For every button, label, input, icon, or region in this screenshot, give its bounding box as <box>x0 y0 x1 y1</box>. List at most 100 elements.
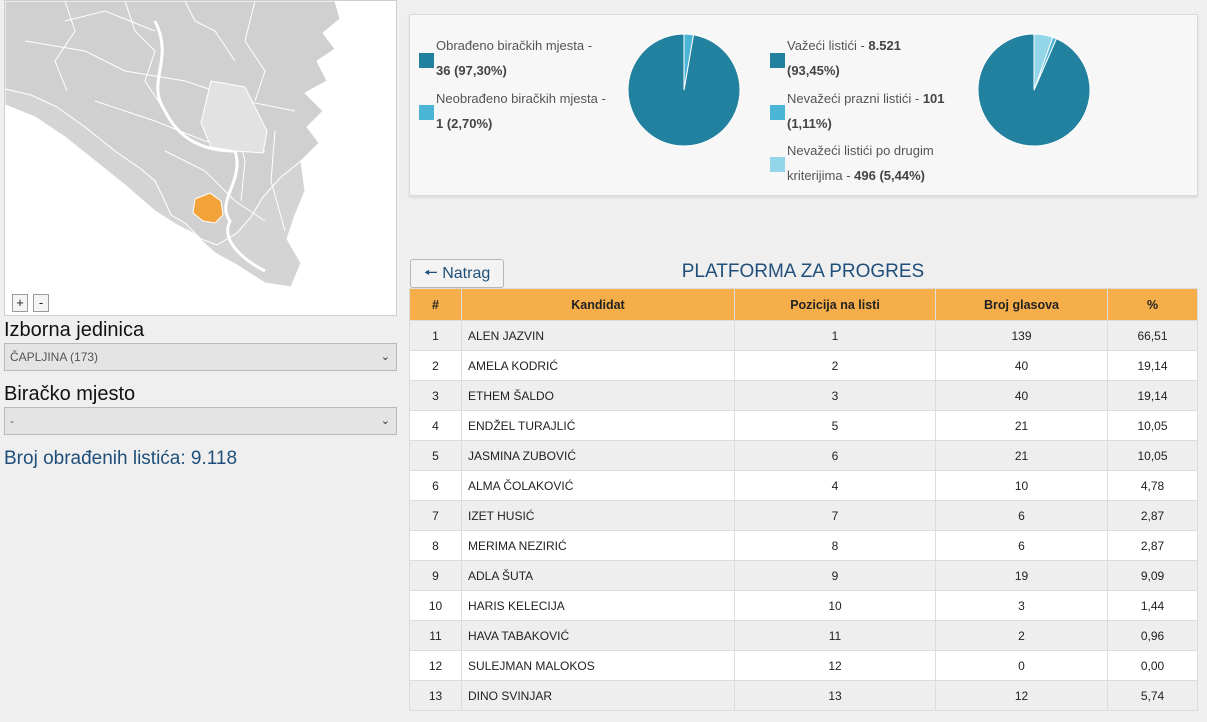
vote-count: 12 <box>935 680 1108 711</box>
table-header-row: # Kandidat Pozicija na listi Broj glasov… <box>409 288 1198 321</box>
legend-item-valid: Važeći listići - 8.521 (93,45%) <box>787 38 901 78</box>
stations-pie-slice-1[interactable] <box>683 33 695 91</box>
district-select[interactable]: ČAPLJINA (173) ⌄ <box>4 343 397 371</box>
legend-item-unprocessed: Neobrađeno biračkih mjesta - 1 (2,70%) <box>436 91 606 131</box>
map-panel[interactable]: + - <box>4 0 397 316</box>
vote-count: 0 <box>935 650 1108 681</box>
list-position: 3 <box>734 380 936 411</box>
row-number: 10 <box>409 590 462 621</box>
candidate-name: ENDŽEL TURAJLIĆ <box>461 410 735 441</box>
candidate-name: DINO SVINJAR <box>461 680 735 711</box>
candidate-name: ALMA ČOLAKOVIĆ <box>461 470 735 501</box>
station-label: Biračko mjesto <box>4 383 136 405</box>
chevron-down-icon: ⌄ <box>380 415 390 427</box>
municipality-map[interactable] <box>5 1 397 316</box>
map-highlight-region[interactable] <box>200 80 268 154</box>
processed-ballots-count: Broj obrađenih listića: 9.118 <box>4 448 238 469</box>
candidate-name: ALEN JAZVIN <box>461 320 735 351</box>
row-number: 8 <box>409 530 462 561</box>
column-header-candidate[interactable]: Kandidat <box>461 288 735 321</box>
vote-count: 40 <box>935 380 1108 411</box>
vote-count: 6 <box>935 500 1108 531</box>
results-table: # Kandidat Pozicija na listi Broj glasov… <box>409 288 1198 711</box>
arrow-left-icon: 🠔 <box>423 265 438 282</box>
results-table-body: 1 ALEN JAZVIN 1 139 66,51 2 AMELA KODRIĆ 2 40 19,… <box>409 320 1198 711</box>
list-position: 12 <box>734 650 936 681</box>
vote-count: 19 <box>935 560 1108 591</box>
table-row: 7 IZET HUSIĆ 7 6 2,87 <box>409 500 1198 531</box>
table-row: 2 AMELA KODRIĆ 2 40 19,14 <box>409 350 1198 381</box>
chevron-down-icon: ⌄ <box>380 351 390 363</box>
vote-percent: 10,05 <box>1107 410 1198 441</box>
row-number: 11 <box>409 620 462 651</box>
selected-municipality-capljina[interactable] <box>192 192 224 224</box>
legend-swatch-valid <box>770 53 785 68</box>
back-button-label: Natrag <box>442 265 491 282</box>
column-header-position[interactable]: Pozicija na listi <box>734 288 936 321</box>
candidate-name: HAVA TABAKOVIĆ <box>461 620 735 651</box>
vote-percent: 0,00 <box>1107 650 1198 681</box>
table-row: 11 HAVA TABAKOVIĆ 11 2 0,96 <box>409 620 1198 651</box>
list-position: 6 <box>734 440 936 471</box>
table-row: 1 ALEN JAZVIN 1 139 66,51 <box>409 320 1198 351</box>
vote-percent: 66,51 <box>1107 320 1198 351</box>
candidate-name: MERIMA NEZIRIĆ <box>461 530 735 561</box>
legend-swatch-invalid-other <box>770 157 785 172</box>
table-row: 13 DINO SVINJAR 13 12 5,74 <box>409 680 1198 711</box>
ballots-pie-chart <box>977 33 1091 147</box>
list-position: 5 <box>734 410 936 441</box>
table-row: 8 MERIMA NEZIRIĆ 8 6 2,87 <box>409 530 1198 561</box>
column-header-number[interactable]: # <box>409 288 462 321</box>
station-select[interactable]: - ⌄ <box>4 407 397 435</box>
list-position: 13 <box>734 680 936 711</box>
vote-count: 10 <box>935 470 1108 501</box>
column-header-votes[interactable]: Broj glasova <box>935 288 1108 321</box>
vote-count: 139 <box>935 320 1108 351</box>
candidate-name: AMELA KODRIĆ <box>461 350 735 381</box>
zoom-out-button[interactable]: - <box>33 294 49 312</box>
vote-percent: 2,87 <box>1107 530 1198 561</box>
vote-count: 2 <box>935 620 1108 651</box>
row-number: 4 <box>409 410 462 441</box>
candidate-name: HARIS KELECIJA <box>461 590 735 621</box>
vote-percent: 0,96 <box>1107 620 1198 651</box>
candidate-name: IZET HUSIĆ <box>461 500 735 531</box>
candidate-name: JASMINA ZUBOVIĆ <box>461 440 735 471</box>
vote-percent: 10,05 <box>1107 440 1198 471</box>
legend-item-invalid-empty: Nevažeći prazni listići - 101 (1,11%) <box>787 91 945 131</box>
row-number: 12 <box>409 650 462 681</box>
table-row: 6 ALMA ČOLAKOVIĆ 4 10 4,78 <box>409 470 1198 501</box>
legend-swatch-unprocessed <box>419 105 434 120</box>
ballots-pie-slice-2[interactable] <box>1033 33 1054 91</box>
vote-percent: 2,87 <box>1107 500 1198 531</box>
vote-percent: 4,78 <box>1107 470 1198 501</box>
table-row: 3 ETHEM ŠALDO 3 40 19,14 <box>409 380 1198 411</box>
candidate-name: SULEJMAN MALOKOS <box>461 650 735 681</box>
row-number: 3 <box>409 380 462 411</box>
zoom-in-button[interactable]: + <box>12 294 28 312</box>
vote-count: 3 <box>935 590 1108 621</box>
table-row: 10 HARIS KELECIJA 10 3 1,44 <box>409 590 1198 621</box>
list-position: 11 <box>734 620 936 651</box>
column-header-percent[interactable]: % <box>1107 288 1198 321</box>
list-position: 8 <box>734 530 936 561</box>
vote-percent: 19,14 <box>1107 380 1198 411</box>
row-number: 1 <box>409 320 462 351</box>
list-position: 2 <box>734 350 936 381</box>
candidate-name: ADLA ŠUTA <box>461 560 735 591</box>
row-number: 5 <box>409 440 462 471</box>
vote-percent: 19,14 <box>1107 350 1198 381</box>
list-position: 1 <box>734 320 936 351</box>
district-select-value: ČAPLJINA (173) <box>10 350 99 364</box>
row-number: 2 <box>409 350 462 381</box>
candidate-name: ETHEM ŠALDO <box>461 380 735 411</box>
vote-count: 21 <box>935 410 1108 441</box>
vote-percent: 9,09 <box>1107 560 1198 591</box>
back-button[interactable]: 🠔 Natrag <box>410 259 504 288</box>
vote-count: 6 <box>935 530 1108 561</box>
list-position: 7 <box>734 500 936 531</box>
list-position: 10 <box>734 590 936 621</box>
district-label: Izborna jedinica <box>4 319 145 341</box>
row-number: 9 <box>409 560 462 591</box>
stats-panel: Obrađeno biračkih mjesta - 36 (97,30%) N… <box>409 14 1198 196</box>
